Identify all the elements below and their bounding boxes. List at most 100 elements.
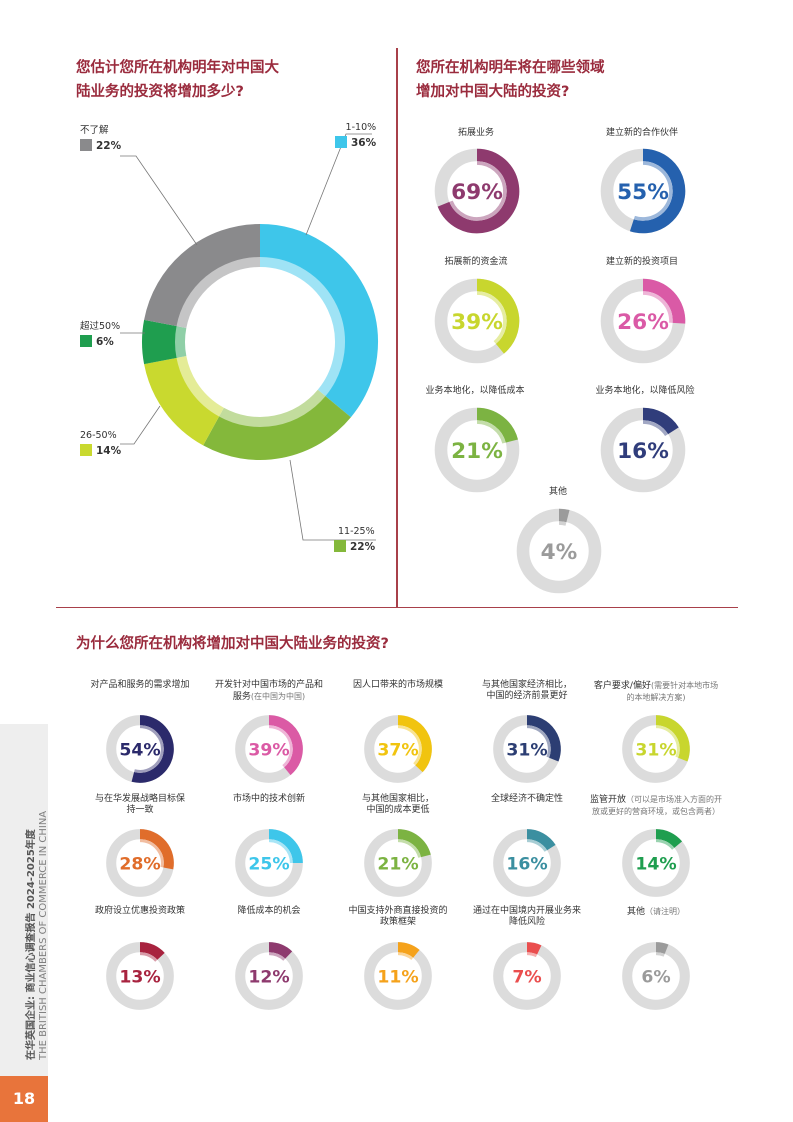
reason-donut-8: 16% bbox=[493, 829, 561, 897]
reason-label-text-13: 通过在中国境内开展业务来 bbox=[472, 906, 581, 916]
reason-label-8: 全球经济不确定性 bbox=[461, 794, 593, 805]
reason-donut-segment-0 bbox=[131, 715, 174, 783]
area-donut-value-3: 26% bbox=[617, 310, 669, 335]
area-donut-4: 21% bbox=[434, 407, 520, 493]
reason-donut-5: 28% bbox=[106, 829, 174, 897]
leader-line-1-10 bbox=[305, 133, 372, 236]
area-donut-inner-segment-2 bbox=[476, 291, 507, 344]
reason-donut-value-4: 31% bbox=[635, 740, 676, 760]
reason-donut-7: 21% bbox=[364, 829, 432, 897]
reason-label-10: 政府设立优惠投资政策 bbox=[74, 906, 206, 917]
big-donut-segment-3 bbox=[142, 319, 178, 365]
big-donut-inner-segment-1 bbox=[219, 389, 326, 427]
reason-label-1: 开发针对中国市场的产品和 服务(在中国为中国) bbox=[203, 680, 335, 703]
reason-donut-segment-6 bbox=[268, 829, 303, 864]
area-donut-inner-segment-3 bbox=[642, 291, 673, 323]
reason-donut-segment-9 bbox=[655, 829, 683, 849]
reason-donut-inner-segment-8 bbox=[526, 839, 548, 852]
reason-donut-segment-14 bbox=[655, 942, 669, 954]
big-donut-segment-0 bbox=[259, 224, 378, 418]
reason-donut-value-12: 11% bbox=[377, 967, 418, 987]
area-label-5: 业务本地化，以降低风险 bbox=[595, 386, 695, 396]
legend-unknown: 不了解 22% bbox=[80, 122, 121, 152]
big-donut-segment-2 bbox=[144, 357, 221, 446]
reason-donut-value-14: 6% bbox=[641, 967, 670, 987]
reason-donut-inner-segment-6 bbox=[268, 839, 293, 864]
side-title-cn: 在华英国企业: 商业信心调查报告 2024-2025年度 bbox=[26, 829, 37, 1060]
area-donut-segment-5 bbox=[642, 407, 679, 435]
area-donut-segment-3 bbox=[642, 278, 686, 324]
investment-increase-donut-chart bbox=[142, 224, 378, 460]
reason-donut-segment-7 bbox=[397, 829, 431, 858]
big-donut-inner-segment-0 bbox=[259, 257, 345, 397]
area-label-4: 业务本地化，以降低成本 bbox=[425, 386, 525, 396]
reason-label-11: 降低成本的机会 bbox=[203, 906, 335, 917]
area-donut-inner-segment-5 bbox=[642, 420, 669, 437]
reason-donut-value-0: 54% bbox=[119, 740, 160, 760]
big-donut-inner-segment-2 bbox=[176, 355, 224, 417]
area-donut-inner-segment-0 bbox=[449, 161, 507, 221]
legend-11-25-value: 22% bbox=[350, 541, 376, 553]
area-donut-value-4: 21% bbox=[451, 439, 503, 464]
reason-donut-10: 13% bbox=[106, 942, 174, 1010]
area-donut-3: 26% bbox=[600, 278, 686, 364]
reason-donut-4: 31% bbox=[622, 715, 690, 783]
reason-label-text-8: 全球经济不确定性 bbox=[490, 794, 563, 804]
big-donut-segment-1 bbox=[203, 395, 351, 460]
reason-label-text-12: 中国支持外商直接投资的 bbox=[348, 906, 448, 916]
q3-heading: 为什么您所在机构将增加对中国大陆业务的投资? bbox=[76, 636, 389, 652]
reason-donut-value-5: 28% bbox=[119, 854, 160, 874]
reason-donut-6: 25% bbox=[235, 829, 303, 897]
reason-label-note-14: （请注明） bbox=[645, 907, 685, 916]
reason-donut-value-8: 16% bbox=[506, 854, 547, 874]
reason-donut-value-2: 37% bbox=[377, 740, 418, 760]
reason-donut-0: 54% bbox=[106, 715, 174, 783]
area-label-0: 拓展业务 bbox=[457, 128, 494, 138]
legend-1-10-swatch bbox=[335, 136, 347, 148]
area-donut-value-0: 69% bbox=[451, 180, 503, 205]
legend-over50-swatch bbox=[80, 335, 92, 347]
leader-line-11-25 bbox=[289, 459, 376, 541]
area-label-2: 拓展新的资金流 bbox=[444, 257, 508, 267]
reason-label-note-1: (在中国为中国) bbox=[250, 692, 306, 701]
reason-label-text2-1: 服务 bbox=[232, 692, 251, 702]
reason-donut-inner-segment-1 bbox=[268, 725, 293, 768]
area-donut-segment-0 bbox=[437, 148, 520, 234]
reason-label-text2-12: 政策框架 bbox=[379, 917, 416, 927]
reason-label-6: 市场中的技术创新 bbox=[203, 794, 335, 805]
leader-line-unknown bbox=[120, 155, 198, 246]
reason-label-text-2: 因人口带来的市场规模 bbox=[352, 680, 443, 690]
legend-over50: 超过50% 6% bbox=[80, 318, 120, 348]
reason-donut-segment-4 bbox=[655, 715, 690, 762]
reason-label-text2-3: 中国的经济前景更好 bbox=[486, 691, 568, 701]
reason-donut-inner-segment-13 bbox=[526, 952, 538, 958]
area-donut-0: 69% bbox=[434, 148, 520, 234]
area-donut-5: 16% bbox=[600, 407, 686, 493]
area-donut-1: 55% bbox=[600, 148, 686, 234]
reason-donut-segment-1 bbox=[268, 715, 303, 776]
area-donut-value-5: 16% bbox=[617, 439, 669, 464]
reason-donut-value-13: 7% bbox=[512, 967, 541, 987]
big-donut-segment-4 bbox=[144, 224, 261, 327]
reason-label-5: 与在华发展战略目标保 持一致 bbox=[74, 794, 206, 816]
reason-donut-9: 14% bbox=[622, 829, 690, 897]
reason-donut-inner-segment-0 bbox=[134, 725, 164, 773]
area-donut-inner-segment-1 bbox=[633, 161, 673, 221]
reason-label-7: 与其他国家相比， 中国的成本更低 bbox=[332, 794, 464, 816]
reason-donut-segment-3 bbox=[526, 715, 561, 762]
big-donut-inner-segment-4 bbox=[176, 257, 261, 329]
reason-label-text2-7: 中国的成本更低 bbox=[366, 805, 430, 815]
reason-donut-inner-segment-5 bbox=[139, 839, 164, 868]
reason-donut-segment-10 bbox=[139, 942, 165, 960]
reason-donut-inner-segment-7 bbox=[397, 839, 422, 858]
reason-donut-3: 31% bbox=[493, 715, 561, 783]
vertical-divider bbox=[396, 48, 398, 608]
reason-label-3: 与其他国家经济相比， 中国的经济前景更好 bbox=[461, 680, 593, 702]
area-donut-segment-1 bbox=[629, 148, 686, 234]
reason-label-text-5: 与在华发展战略目标保 bbox=[94, 794, 185, 804]
area-donut-inner-segment-6 bbox=[558, 521, 567, 526]
reason-donut-inner-segment-4 bbox=[655, 725, 680, 758]
legend-over50-value: 6% bbox=[96, 336, 114, 348]
area-donut-value-1: 55% bbox=[617, 180, 669, 205]
reason-donut-12: 11% bbox=[364, 942, 432, 1010]
